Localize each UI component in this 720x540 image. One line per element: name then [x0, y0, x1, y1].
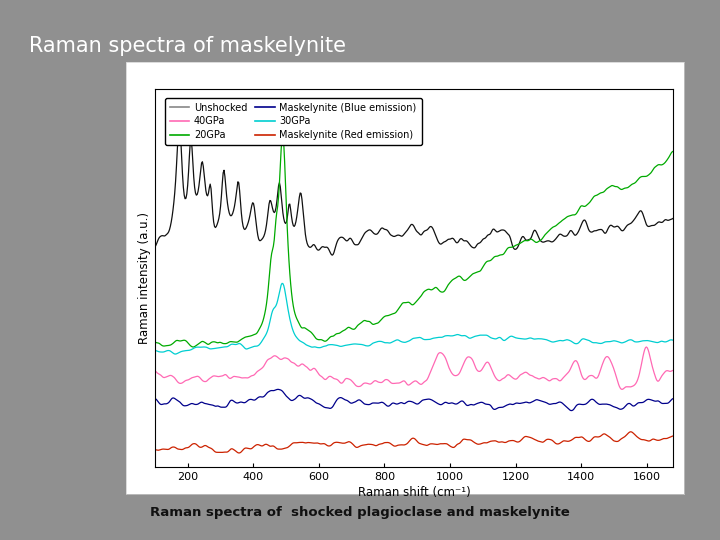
- Y-axis label: Raman intensity (a.u.): Raman intensity (a.u.): [138, 212, 150, 344]
- Text: Raman spectra of  shocked plagioclase and maskelynite: Raman spectra of shocked plagioclase and…: [150, 507, 570, 519]
- Text: Raman spectra of maskelynite: Raman spectra of maskelynite: [29, 36, 346, 56]
- X-axis label: Raman shift (cm⁻¹): Raman shift (cm⁻¹): [358, 486, 470, 499]
- Legend: Unshocked, 40GPa, 20GPa, Maskelynite (Blue emission), 30GPa, Maskelynite (Red em: Unshocked, 40GPa, 20GPa, Maskelynite (Bl…: [165, 98, 422, 145]
